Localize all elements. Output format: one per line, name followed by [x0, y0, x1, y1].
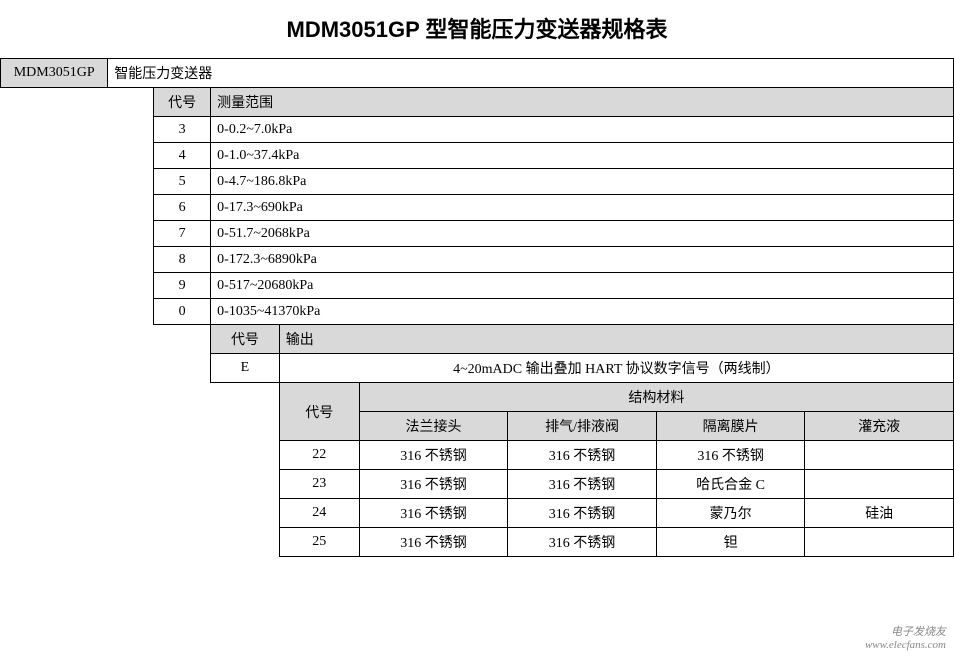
- material-flange: 316 不锈钢: [359, 441, 508, 470]
- range-code: 0: [154, 299, 211, 325]
- range-code: 9: [154, 273, 211, 299]
- material-vent: 316 不锈钢: [508, 499, 657, 528]
- range-code: 6: [154, 195, 211, 221]
- material-flange: 316 不锈钢: [359, 499, 508, 528]
- watermark-line2: www.elecfans.com: [865, 639, 946, 651]
- material-col-diaphragm: 隔离膜片: [656, 412, 805, 441]
- spec-table: MDM3051GP 智能压力变送器 代号 测量范围 3 0-0.2~7.0kPa…: [0, 58, 954, 557]
- range-code-header: 代号: [154, 88, 211, 117]
- range-code: 5: [154, 169, 211, 195]
- watermark: 电子发烧友 www.elecfans.com: [865, 626, 946, 652]
- model-desc-cell: 智能压力变送器: [108, 59, 954, 88]
- material-group-header: 结构材料: [359, 383, 953, 412]
- material-diaphragm: 316 不锈钢: [656, 441, 805, 470]
- output-code: E: [211, 354, 280, 383]
- material-fill: 硅油: [805, 499, 954, 528]
- range-desc: 0-1035~41370kPa: [211, 299, 954, 325]
- range-code: 8: [154, 247, 211, 273]
- page-title: MDM3051GP 型智能压力变送器规格表: [0, 0, 954, 58]
- material-code: 22: [279, 441, 359, 470]
- range-desc: 0-17.3~690kPa: [211, 195, 954, 221]
- material-code: 23: [279, 470, 359, 499]
- material-col-flange: 法兰接头: [359, 412, 508, 441]
- material-fill: [805, 528, 954, 557]
- material-fill: [805, 441, 954, 470]
- output-desc: 4~20mADC 输出叠加 HART 协议数字信号（两线制）: [279, 354, 953, 383]
- material-diaphragm: 哈氏合金 C: [656, 470, 805, 499]
- material-vent: 316 不锈钢: [508, 470, 657, 499]
- range-desc: 0-1.0~37.4kPa: [211, 143, 954, 169]
- range-desc: 0-172.3~6890kPa: [211, 247, 954, 273]
- material-vent: 316 不锈钢: [508, 441, 657, 470]
- material-code: 24: [279, 499, 359, 528]
- output-desc-header: 输出: [279, 325, 953, 354]
- watermark-line1: 电子发烧友: [891, 626, 946, 638]
- material-col-fill: 灌充液: [805, 412, 954, 441]
- range-code: 4: [154, 143, 211, 169]
- material-diaphragm: 钽: [656, 528, 805, 557]
- output-code-header: 代号: [211, 325, 280, 354]
- range-desc-header: 测量范围: [211, 88, 954, 117]
- material-vent: 316 不锈钢: [508, 528, 657, 557]
- range-desc: 0-517~20680kPa: [211, 273, 954, 299]
- material-code: 25: [279, 528, 359, 557]
- material-col-vent: 排气/排液阀: [508, 412, 657, 441]
- material-flange: 316 不锈钢: [359, 528, 508, 557]
- range-desc: 0-0.2~7.0kPa: [211, 117, 954, 143]
- material-flange: 316 不锈钢: [359, 470, 508, 499]
- material-diaphragm: 蒙乃尔: [656, 499, 805, 528]
- model-code-cell: MDM3051GP: [1, 59, 108, 88]
- range-code: 3: [154, 117, 211, 143]
- range-desc: 0-4.7~186.8kPa: [211, 169, 954, 195]
- range-desc: 0-51.7~2068kPa: [211, 221, 954, 247]
- material-fill: [805, 470, 954, 499]
- range-code: 7: [154, 221, 211, 247]
- material-code-header: 代号: [279, 383, 359, 441]
